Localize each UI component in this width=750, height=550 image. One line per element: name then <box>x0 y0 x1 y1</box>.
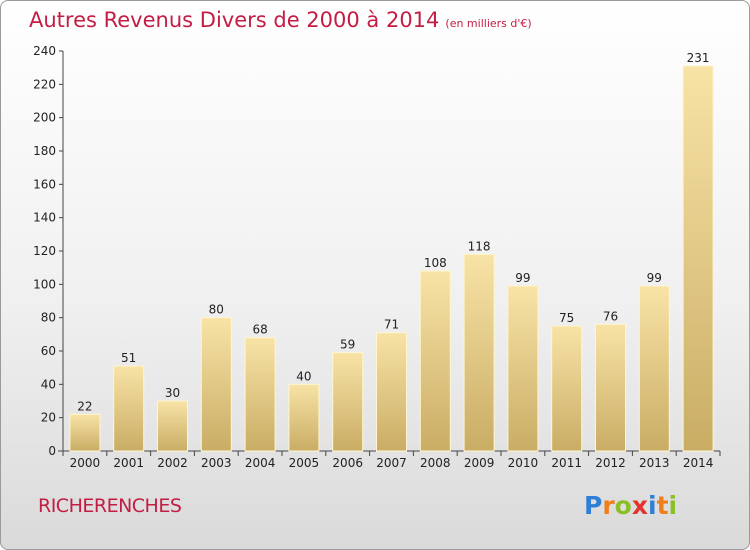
bar-value-label: 99 <box>647 271 662 285</box>
y-tick-label: 180 <box>33 144 56 158</box>
bar-value-label: 22 <box>77 399 92 413</box>
chart-title: Autres Revenus Divers de 2000 à 2014 (en … <box>29 8 532 32</box>
bar <box>332 352 364 452</box>
bar-value-label: 80 <box>209 303 224 317</box>
bars: 22 51 30 80 68 40 59 71 108 118 99 75 76 99 231 <box>69 51 714 452</box>
bar-value-label: 231 <box>687 51 710 65</box>
x-tick-label: 2011 <box>551 456 582 470</box>
x-tick-label: 2001 <box>113 456 144 470</box>
bar <box>419 270 451 452</box>
bar-value-label: 71 <box>384 318 399 332</box>
bar <box>288 383 320 452</box>
bar <box>200 317 232 452</box>
y-tick-label: 40 <box>41 377 56 391</box>
chart-subtitle: (en milliers d'€) <box>445 17 532 30</box>
bar-value-label: 118 <box>468 239 491 253</box>
axes: 0 20 40 60 80 100 120 140 160 180 200 220 240 2000 200… <box>33 44 721 470</box>
bar <box>507 285 539 452</box>
x-tick-label: 2009 <box>464 456 495 470</box>
bar <box>595 323 626 452</box>
x-tick-label: 2010 <box>508 456 539 470</box>
bar-value-label: 75 <box>559 311 574 325</box>
bar <box>113 365 145 452</box>
y-tick-label: 200 <box>33 111 56 125</box>
bar-value-label: 59 <box>340 338 355 352</box>
bar <box>376 332 407 452</box>
y-tick-label: 80 <box>41 311 56 325</box>
y-tick-label: 0 <box>48 444 56 458</box>
bar <box>157 400 188 452</box>
bar-value-label: 51 <box>121 351 136 365</box>
bar <box>551 325 583 452</box>
bar <box>682 65 714 452</box>
y-tick-label: 160 <box>33 177 56 191</box>
bar-value-label: 40 <box>296 369 311 383</box>
x-tick-label: 2005 <box>289 456 320 470</box>
y-tick-label: 240 <box>33 44 56 58</box>
commune-name: RICHERENCHES <box>38 495 182 517</box>
y-tick-label: 20 <box>41 411 56 425</box>
y-tick-label: 60 <box>41 344 56 358</box>
x-tick-label: 2013 <box>639 456 670 470</box>
x-tick-label: 2003 <box>201 456 232 470</box>
x-tick-label: 2004 <box>245 456 276 470</box>
x-tick-label: 2014 <box>683 456 714 470</box>
bar-value-label: 99 <box>515 271 530 285</box>
y-tick-label: 100 <box>33 277 56 291</box>
x-tick-label: 2008 <box>420 456 451 470</box>
y-tick-label: 120 <box>33 244 56 258</box>
bar <box>638 285 670 452</box>
x-tick-label: 2000 <box>70 456 101 470</box>
bar <box>244 337 276 452</box>
chart-title-text: Autres Revenus Divers de 2000 à 2014 <box>29 8 440 32</box>
x-tick-label: 2007 <box>376 456 407 470</box>
y-tick-label: 140 <box>33 211 56 225</box>
y-tick-label: 220 <box>33 77 56 91</box>
bar <box>69 413 101 452</box>
bar-value-label: 108 <box>424 256 447 270</box>
bar-value-label: 76 <box>603 309 618 323</box>
proxiti-logo: Proxiti <box>584 491 678 520</box>
x-tick-label: 2002 <box>157 456 188 470</box>
x-tick-label: 2012 <box>595 456 626 470</box>
bar-value-label: 68 <box>252 323 267 337</box>
x-tick-label: 2006 <box>332 456 363 470</box>
bar <box>463 253 495 452</box>
bar-value-label: 30 <box>165 386 180 400</box>
